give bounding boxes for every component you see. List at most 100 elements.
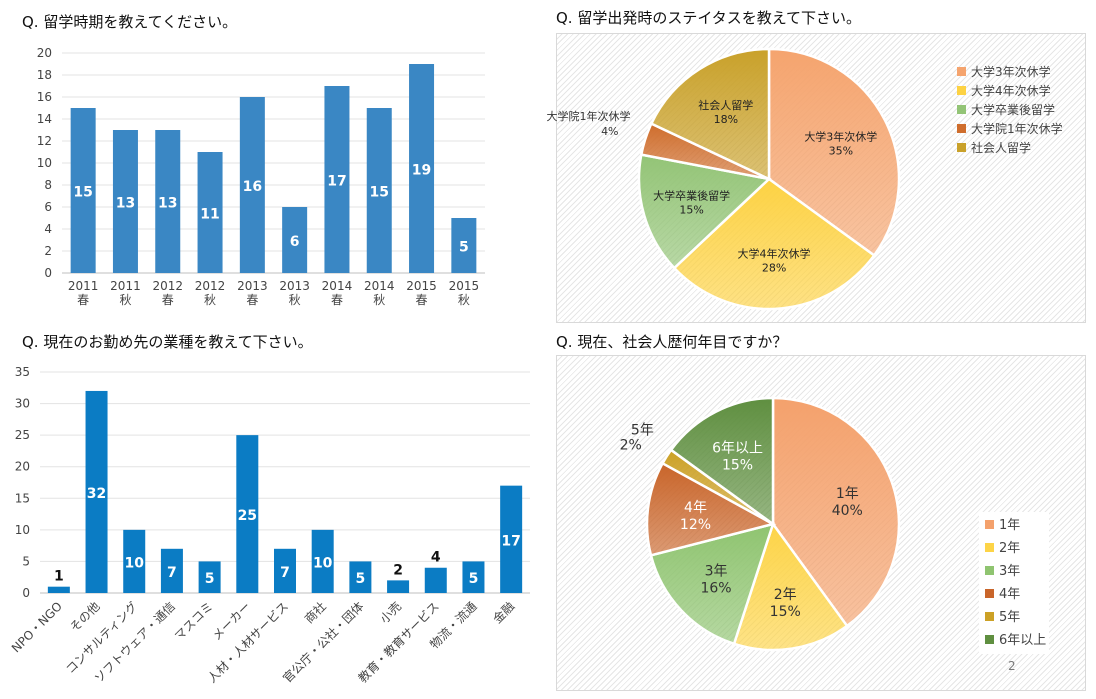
chart4-slice-label: 3年 — [705, 563, 728, 579]
chart1-ytick-label: 2 — [44, 244, 52, 258]
chart4-legend-swatch — [985, 566, 994, 575]
chart3-ytick-label: 30 — [15, 397, 30, 411]
chart2-legend-label: 社会人留学 — [971, 140, 1031, 155]
chart3-bar — [424, 567, 447, 593]
chart1-bar — [70, 108, 96, 273]
chart2-title: Q. 留学出発時のステイタスを教えて下さい。 — [556, 9, 861, 27]
chart4-slice-label: 6年以上 — [712, 440, 763, 456]
chart2-slice — [637, 153, 772, 270]
chart4-legend-label: 6年以上 — [999, 633, 1046, 648]
chart2-slice — [767, 47, 901, 258]
chart3-bar — [349, 561, 372, 593]
chart4-slice-value: 15% — [770, 604, 801, 620]
chart4-legend-swatch — [985, 612, 994, 621]
chart4-legend-swatch — [985, 635, 994, 644]
chart1-ytick-label: 14 — [37, 112, 52, 126]
chart1-xtick-label: 2012 — [195, 279, 226, 293]
chart1-data-label: 5 — [459, 240, 469, 256]
chart4-slice-label: 5年 — [631, 422, 654, 438]
chart1-ytick-label: 16 — [37, 90, 52, 104]
chart4-legend-label: 3年 — [999, 564, 1020, 579]
chart1-xtick-label: 2012 — [152, 279, 183, 293]
chart1-ytick-label: 4 — [44, 222, 52, 236]
chart1-xtick-label: 秋 — [373, 293, 385, 307]
chart1-data-label: 19 — [412, 163, 431, 179]
chart2-slice-value: 4% — [601, 125, 618, 138]
chart3-xtick-label: その他 — [67, 599, 102, 634]
chart1-data-label: 15 — [73, 185, 92, 201]
chart3-data-label: 10 — [313, 555, 333, 571]
chart1-bar — [197, 152, 223, 273]
chart1-xtick-label: 2013 — [237, 279, 268, 293]
chart4-slice-value: 15% — [722, 457, 753, 473]
chart1-bar — [324, 86, 350, 273]
chart3-bar — [198, 561, 221, 593]
chart3-ytick-label: 15 — [15, 491, 30, 505]
chart4-legend-swatch — [985, 543, 994, 552]
chart3-xtick-label: 金融 — [490, 599, 518, 627]
chart4-slice-value: 12% — [680, 517, 711, 533]
chart2-slice-value: 15% — [679, 203, 703, 216]
chart3-data-label: 2 — [393, 562, 403, 578]
chart1-xtick-label: 春 — [77, 293, 89, 307]
chart1-data-label: 13 — [116, 196, 135, 212]
chart1-data-label: 16 — [243, 179, 262, 195]
chart4-slice — [771, 396, 901, 628]
chart1-bar — [409, 64, 435, 273]
chart1-xtick-label: 秋 — [204, 293, 216, 307]
chart3-bar — [311, 529, 334, 593]
chart4-slice — [669, 396, 775, 527]
chart2-legend-swatch — [957, 86, 966, 95]
chart3-ytick-label: 20 — [15, 460, 30, 474]
chart2-legend-label: 大学4年次休学 — [971, 83, 1051, 98]
chart3-data-label: 7 — [280, 565, 290, 581]
chart1-bar — [282, 207, 308, 273]
chart2-slice-label: 大学院1年次休学 — [547, 109, 631, 123]
chart3-bar — [160, 548, 183, 593]
chart3-data-label: 4 — [431, 550, 441, 566]
chart3-data-label: 5 — [469, 571, 479, 587]
chart3-data-label: 5 — [356, 571, 366, 587]
chart2-slice — [672, 177, 876, 311]
chart3-xtick-label: 小売 — [377, 599, 405, 627]
chart4-slice — [732, 521, 849, 652]
chart3-data-label: 7 — [167, 565, 177, 581]
chart4-slice-value: 40% — [832, 503, 863, 519]
chart1-data-label: 13 — [158, 196, 177, 212]
chart3-xtick-label: マスコミ — [172, 599, 216, 643]
chart3-title: Q. 現在のお勤め先の業種を教えて下さい。 — [22, 333, 313, 351]
chart1-xtick-label: 秋 — [458, 293, 470, 307]
chart1-xtick-label: 春 — [331, 293, 343, 307]
chart2-legend-swatch — [957, 105, 966, 114]
chart1-data-label: 11 — [200, 207, 219, 223]
chart3-ytick-label: 35 — [15, 365, 30, 379]
chart3-bar — [236, 435, 259, 593]
chart2-legend-label: 大学卒業後留学 — [971, 102, 1055, 117]
chart4-legend-box — [979, 512, 1049, 654]
chart1-bar — [239, 97, 265, 273]
chart4-legend-label: 4年 — [999, 587, 1020, 602]
chart1-bar — [112, 130, 138, 273]
chart3-ytick-label: 10 — [15, 523, 30, 537]
chart4-legend-swatch — [985, 589, 994, 598]
chart2-legend-label: 大学院1年次休学 — [971, 121, 1063, 136]
chart4-legend-swatch — [985, 520, 994, 529]
chart1-ytick-label: 0 — [44, 266, 52, 280]
chart4-legend-label: 1年 — [999, 518, 1020, 533]
chart1-ytick-label: 6 — [44, 200, 52, 214]
chart4-legend-label: 2年 — [999, 541, 1020, 556]
chart3-xtick-label: NPO・NGO — [9, 599, 65, 655]
chart4-slice-label: 2年 — [774, 587, 797, 603]
chart3-data-label: 25 — [238, 508, 257, 524]
chart4-legend-label: 5年 — [999, 610, 1020, 625]
chart1-ytick-label: 10 — [37, 156, 52, 170]
chart2-slice-label: 社会人留学 — [698, 98, 753, 112]
chart1-xtick-label: 春 — [162, 293, 174, 307]
chart3-bar — [123, 529, 146, 593]
chart1-ytick-label: 20 — [37, 46, 52, 60]
chart2-slice-value: 28% — [762, 261, 786, 274]
chart2-slice-value: 35% — [829, 144, 853, 157]
chart1-data-label: 6 — [290, 234, 300, 250]
chart2-legend-swatch — [957, 67, 966, 76]
